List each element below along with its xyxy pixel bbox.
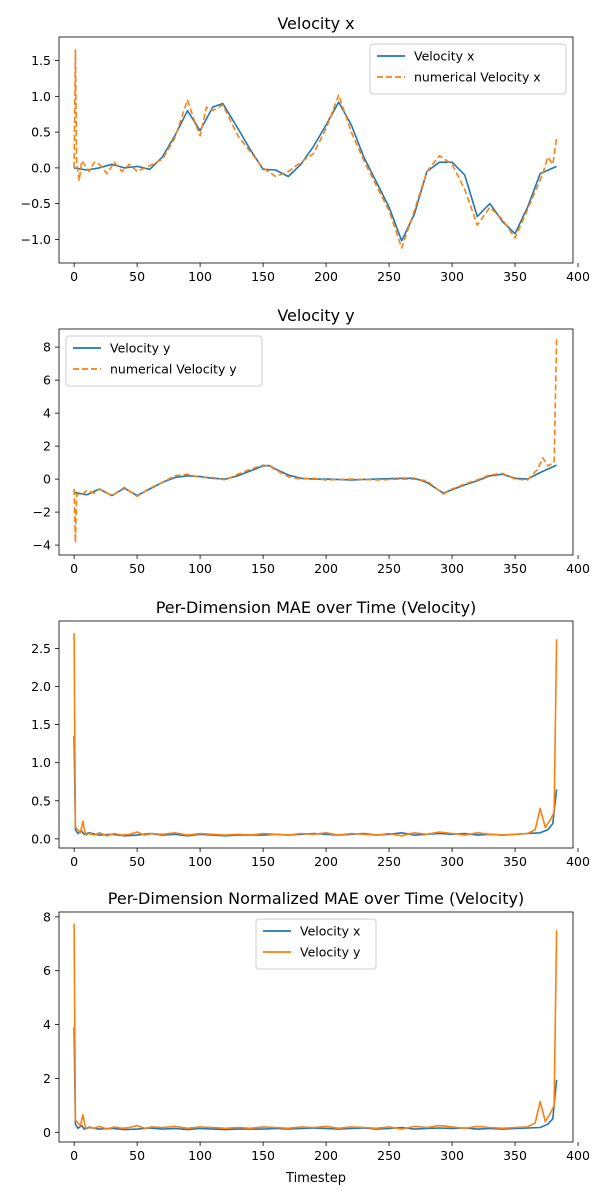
x-tick-label: 200 (314, 1148, 338, 1163)
plot-frame (58, 911, 574, 1143)
x-tick-label: 250 (377, 1148, 401, 1163)
x-tick-label: 150 (251, 269, 275, 284)
x-tick-label: 100 (188, 269, 212, 284)
x-tick-label: 150 (251, 1148, 275, 1163)
chart-title: Per-Dimension MAE over Time (Velocity) (156, 598, 477, 617)
x-tick-label: 50 (129, 269, 145, 284)
x-axis-label: Timestep (285, 1171, 346, 1186)
x-tick-label: 250 (377, 561, 401, 576)
series-line-velocity-x (73, 735, 558, 837)
y-tick-label: 0.0 (31, 831, 51, 846)
y-tick-label: 6 (43, 963, 51, 978)
x-tick-label: 250 (377, 269, 401, 284)
y-tick-label: 2.5 (31, 641, 51, 656)
legend: Velocity y numerical Velocity y (65, 335, 263, 387)
y-tick-label: 0.5 (31, 125, 51, 140)
legend-box (369, 43, 567, 95)
x-tick-label: 350 (503, 269, 527, 284)
x-tick-label: 350 (503, 561, 527, 576)
x-tick-label: 0 (70, 1148, 78, 1163)
x-tick-label: 300 (440, 561, 464, 576)
x-tick-label: 100 (188, 854, 212, 869)
plot-frame (58, 328, 574, 556)
x-tick-label: 400 (566, 1148, 590, 1163)
x-tick-label: 400 (566, 269, 590, 284)
y-tick-label: −1.0 (21, 232, 51, 247)
x-tick-label: 200 (314, 269, 338, 284)
y-tick-label: 6 (43, 373, 51, 388)
chart-title: Velocity x (277, 14, 354, 33)
x-tick-label: 50 (129, 1148, 145, 1163)
x-tick-label: 350 (503, 854, 527, 869)
x-tick-label: 50 (129, 854, 145, 869)
legend-label: numerical Velocity y (110, 362, 237, 377)
chart-4: Per-Dimension Normalized MAE over Time (… (43, 889, 590, 1163)
y-tick-label: 1.0 (31, 89, 51, 104)
x-tick-label: 300 (440, 854, 464, 869)
y-tick-label: 0.0 (31, 160, 51, 175)
chart-1: Velocity x 0 50 100 150 200 250 300 350 400 −1.0 −0… (21, 14, 590, 284)
x-tick-label: 0 (70, 854, 78, 869)
y-tick-label: 4 (43, 1017, 51, 1032)
x-tick-label: 150 (251, 854, 275, 869)
x-tick-label: 400 (566, 561, 590, 576)
series-line-velocity-y (73, 923, 558, 1130)
y-tick-label: 4 (43, 406, 51, 421)
legend-label: Velocity y (110, 341, 171, 356)
plot-frame (58, 36, 574, 264)
y-tick-label: −0.5 (21, 196, 51, 211)
y-tick-label: 2.0 (31, 679, 51, 694)
legend-box (65, 335, 263, 387)
y-tick-label: 0 (43, 472, 51, 487)
legend-label: Velocity y (300, 945, 361, 960)
x-tick-label: 0 (70, 561, 78, 576)
x-tick-label: 200 (314, 854, 338, 869)
x-tick-label: 100 (188, 1148, 212, 1163)
y-tick-label: 2 (43, 439, 51, 454)
y-tick-label: 1.5 (31, 717, 51, 732)
x-tick-label: 300 (440, 269, 464, 284)
series-line-numerical-velocity-x (73, 49, 558, 249)
series-line-velocity-x (73, 1027, 558, 1131)
x-tick-label: 400 (566, 854, 590, 869)
x-tick-label: 0 (70, 269, 78, 284)
legend-label: Velocity x (300, 924, 360, 939)
y-tick-label: 0.5 (31, 793, 51, 808)
series-line-numerical-velocity-y (73, 338, 558, 544)
y-tick-label: −4 (33, 538, 51, 553)
y-tick-label: 1.0 (31, 755, 51, 770)
plot-frame (58, 620, 574, 849)
x-tick-label: 250 (377, 854, 401, 869)
chart-title: Per-Dimension Normalized MAE over Time (… (108, 889, 524, 908)
y-tick-label: −2 (33, 505, 51, 520)
x-tick-label: 100 (188, 561, 212, 576)
x-tick-label: 300 (440, 1148, 464, 1163)
legend-label: Velocity x (414, 49, 474, 64)
legend: Velocity x numerical Velocity x (369, 43, 567, 95)
x-tick-label: 200 (314, 561, 338, 576)
y-tick-label: 8 (43, 909, 51, 924)
x-tick-label: 150 (251, 561, 275, 576)
legend: Velocity x Velocity y (255, 918, 377, 970)
series-line-velocity-y (73, 464, 557, 497)
y-tick-label: 8 (43, 340, 51, 355)
series-line-velocity-x (73, 101, 557, 242)
series-line-velocity-y (73, 633, 558, 837)
y-tick-label: 2 (43, 1071, 51, 1086)
x-tick-label: 50 (129, 561, 145, 576)
chart-2: Velocity y 0 50 100 150 200 250 300 350 400 −4 −2 0 2… (33, 306, 590, 576)
y-tick-label: 1.5 (31, 53, 51, 68)
legend-label: numerical Velocity x (414, 70, 541, 85)
y-tick-label: 0 (43, 1125, 51, 1140)
chart-title: Velocity y (277, 306, 354, 325)
x-tick-label: 350 (503, 1148, 527, 1163)
chart-3: Per-Dimension MAE over Time (Velocity) 0 5… (31, 598, 590, 869)
